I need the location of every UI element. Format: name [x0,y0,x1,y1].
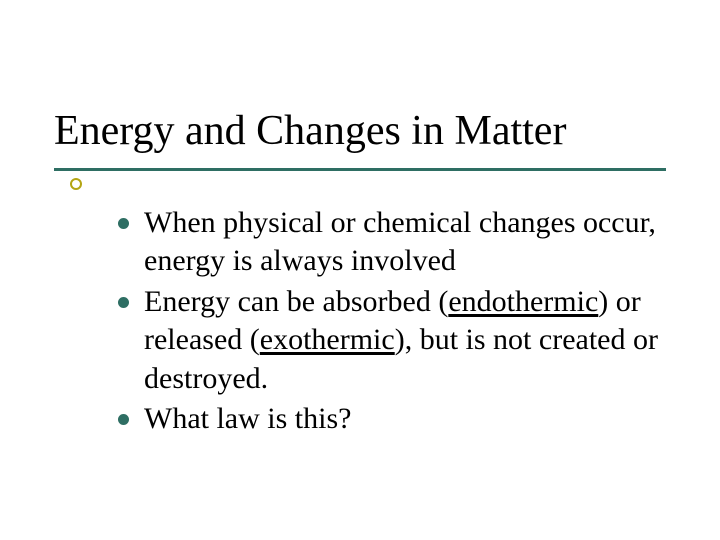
title-underline [54,168,666,171]
bullet-icon [118,218,129,229]
bullet-text: can be absorbed ( [238,285,449,318]
bullet-prefix: Energy [144,285,238,318]
slide-title: Energy and Changes in Matter [54,108,566,154]
underline-dot-icon [70,178,82,190]
slide: Energy and Changes in Matter When physic… [0,0,720,540]
keyword-exothermic: exothermic [260,323,395,356]
bullet-prefix: What [144,402,216,435]
bullet-icon [118,297,129,308]
bullet-icon [118,414,129,425]
list-item: What law is this? [144,400,664,438]
list-item: When physical or chemical changes occur,… [144,204,664,281]
list-item: Energy can be absorbed (endothermic) or … [144,283,664,398]
title-wrap: Energy and Changes in Matter [54,108,566,154]
bullet-text: law is this? [216,402,351,435]
bullet-prefix: When [144,206,223,239]
keyword-endothermic: endothermic [448,285,598,318]
body-text: When physical or chemical changes occur,… [144,204,664,440]
bullet-list: When physical or chemical changes occur,… [144,204,664,438]
